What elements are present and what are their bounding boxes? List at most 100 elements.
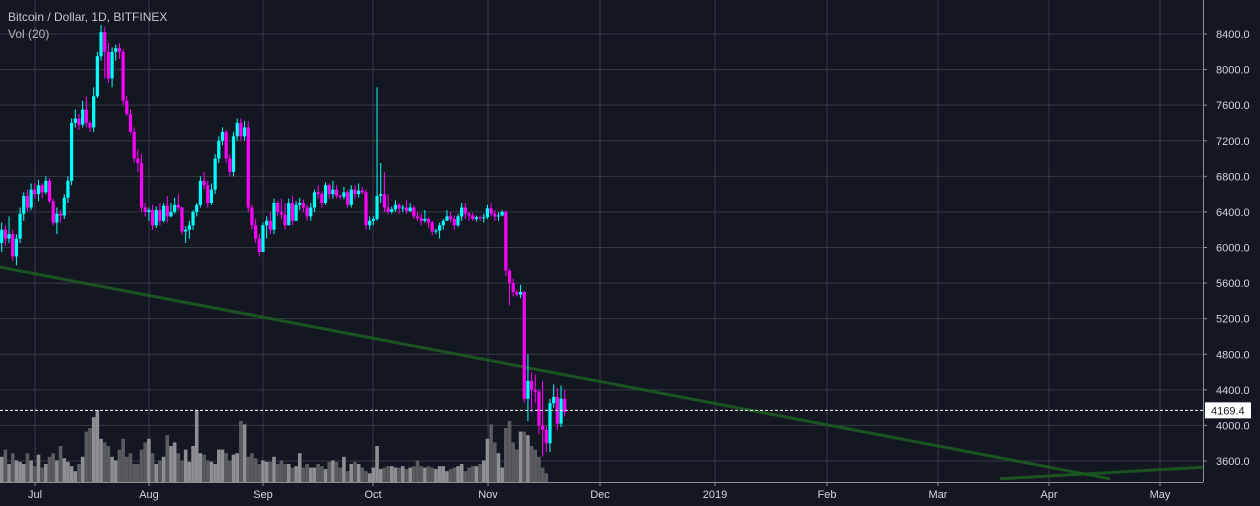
volume-bar [290,467,295,482]
candle [478,217,482,219]
candle [58,213,63,216]
volume-bar [183,449,188,482]
candle [239,122,243,137]
volume-bar [154,464,159,482]
volume-bar [121,438,125,482]
time-tick-label: Nov [478,489,498,501]
candle [217,140,221,159]
volume-bar [470,466,475,482]
candle [110,51,114,79]
candle [158,210,162,221]
candle [401,207,405,209]
volume-bar [345,471,350,482]
volume-bar [412,466,416,482]
symbol-title[interactable]: Bitcoin / Dollar, 1D, BITFINEX [8,10,168,24]
candle [128,114,133,132]
volume-bar [33,466,37,482]
volume-bar [172,442,177,482]
volume-bar [36,454,41,482]
volume-bar [283,464,287,482]
candle [537,391,541,426]
candle [261,225,265,252]
candle [147,210,151,212]
volume-bar [51,453,55,482]
candle [235,122,239,137]
candle [415,216,420,219]
current-price-tag [1205,402,1251,419]
candle [485,208,490,218]
volume-bar [257,464,262,482]
volume-bar [264,461,269,482]
candle [342,192,346,197]
volume-bar [404,469,409,482]
volume-bar [279,460,284,482]
candle [246,127,250,208]
candle [47,180,52,202]
volume-bar [331,460,335,482]
candle [301,203,306,208]
candle [213,158,217,190]
candle [312,192,317,208]
candle [323,185,328,204]
price-axis[interactable]: 8400.0 8000.0 7600.0 7200.0 6800.0 6400.0 6000… [1203,29,1250,468]
price-tick-label: 6800.0 [1216,171,1250,183]
candle [70,122,74,181]
time-axis[interactable]: Jul Aug Sep Oct Nov Dec 2019 Feb Mar Apr May [28,482,1171,501]
volume-indicator-label[interactable]: Vol (20) [8,27,50,41]
time-tick-label: Mar [929,489,948,501]
candle [154,210,158,226]
candle [471,215,475,220]
volume-bar [544,473,549,482]
volume-bar [474,466,479,482]
volume-bar [419,466,423,482]
volume-bar [353,461,357,482]
candle [125,100,129,115]
volume-bar [253,458,258,482]
volume-bar [367,473,372,482]
candle [184,229,188,232]
candle [530,380,534,390]
volume-bar [261,460,265,482]
candle [456,216,460,226]
volume-bar [320,466,324,482]
volume-bar [99,438,103,482]
volume-bar [529,446,534,482]
volume-bar [434,469,438,482]
candle [305,207,309,217]
price-tick-label: 6000.0 [1216,243,1250,255]
volume-bar [102,442,107,482]
candle [198,180,202,205]
candle [327,185,331,195]
volume-bar [187,461,192,482]
candles [0,25,567,457]
candle [533,389,537,392]
trendlines[interactable] [0,265,1204,481]
volume-bar [29,460,33,482]
volume-bar [235,453,239,482]
volume-bar [389,466,394,482]
volume-bar [522,431,527,482]
trendline[interactable] [0,265,1111,481]
trendline[interactable] [999,465,1204,481]
volume-bar [55,460,59,482]
candle [331,189,335,195]
candle [500,211,504,216]
volume-bar [338,467,343,482]
time-tick-label: Dec [590,489,610,501]
candle [66,180,70,198]
volume-bar [397,467,401,482]
candle [114,48,118,52]
candle [228,158,232,172]
volume-bar [371,467,376,482]
candle [353,189,357,195]
candle [357,190,361,195]
candle [445,216,449,221]
candle [404,207,409,212]
candle [290,203,294,221]
volume-bar [7,464,11,482]
price-tick-label: 7200.0 [1216,136,1250,148]
candle [360,190,364,193]
time-tick-label: Jul [28,489,42,501]
price-tick-label: 8000.0 [1216,65,1250,77]
